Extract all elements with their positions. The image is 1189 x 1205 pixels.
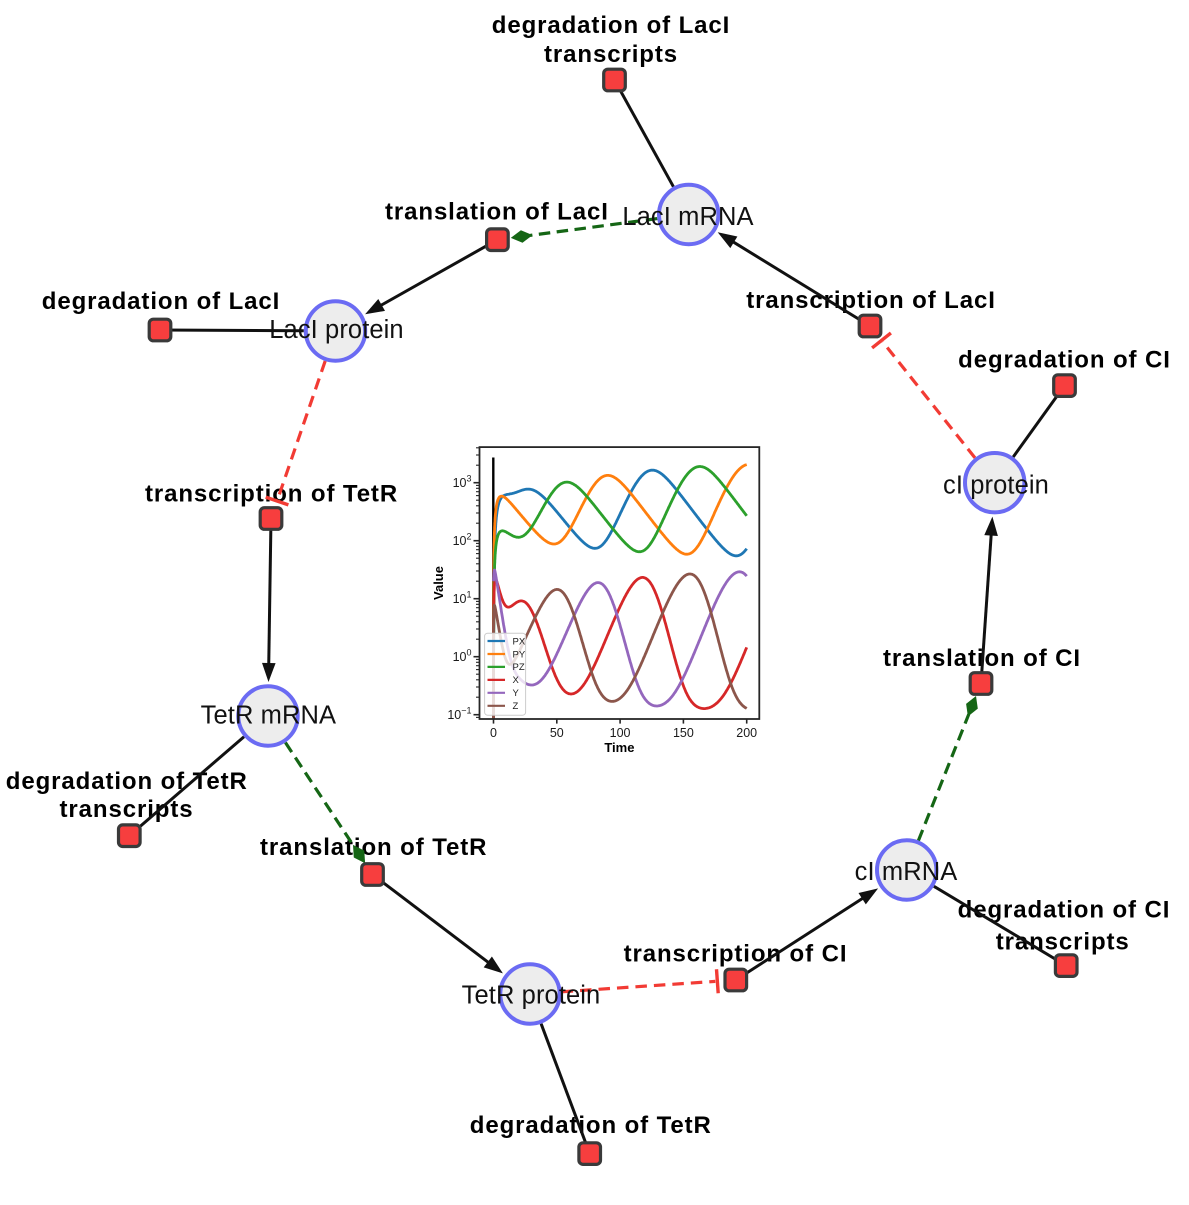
svg-text:translation of TetR: translation of TetR (260, 834, 487, 861)
svg-text:LacI mRNA: LacI mRNA (622, 203, 753, 231)
svg-text:PZ: PZ (513, 662, 525, 673)
svg-text:degradation of LacI: degradation of LacI (42, 288, 280, 315)
svg-text:transcription of CI: transcription of CI (624, 941, 848, 968)
svg-text:cI protein: cI protein (943, 472, 1049, 500)
svg-text:200: 200 (736, 726, 757, 740)
svg-text:PX: PX (513, 636, 526, 647)
svg-text:103: 103 (453, 474, 472, 491)
svg-text:TetR mRNA: TetR mRNA (201, 701, 337, 729)
svg-text:50: 50 (550, 726, 564, 740)
svg-text:degradation of TetR: degradation of TetR (6, 768, 248, 795)
svg-text:101: 101 (453, 590, 472, 607)
svg-text:Z: Z (513, 701, 519, 712)
svg-text:0: 0 (490, 726, 497, 740)
svg-text:LacI protein: LacI protein (269, 316, 403, 344)
svg-text:100: 100 (610, 726, 631, 740)
svg-text:X: X (513, 675, 520, 686)
svg-text:10−1: 10−1 (447, 706, 471, 723)
svg-text:transcripts: transcripts (60, 796, 194, 823)
svg-text:translation of LacI: translation of LacI (385, 199, 609, 226)
svg-text:Time: Time (604, 740, 634, 755)
svg-text:Value: Value (431, 566, 446, 600)
svg-text:transcripts: transcripts (996, 929, 1130, 956)
svg-text:100: 100 (453, 648, 472, 665)
svg-text:102: 102 (453, 532, 472, 549)
svg-text:degradation of CI: degradation of CI (958, 897, 1171, 924)
svg-text:transcription of TetR: transcription of TetR (145, 481, 398, 508)
svg-text:degradation of LacI: degradation of LacI (492, 12, 730, 39)
svg-text:transcription of LacI: transcription of LacI (746, 287, 996, 314)
svg-text:degradation of TetR: degradation of TetR (470, 1112, 712, 1139)
svg-text:150: 150 (673, 726, 694, 740)
svg-text:degradation of CI: degradation of CI (958, 347, 1171, 374)
svg-text:cI mRNA: cI mRNA (855, 858, 958, 886)
svg-text:TetR protein: TetR protein (462, 982, 601, 1010)
svg-text:PY: PY (513, 649, 526, 660)
svg-text:Y: Y (513, 688, 520, 699)
svg-text:transcripts: transcripts (544, 41, 678, 68)
